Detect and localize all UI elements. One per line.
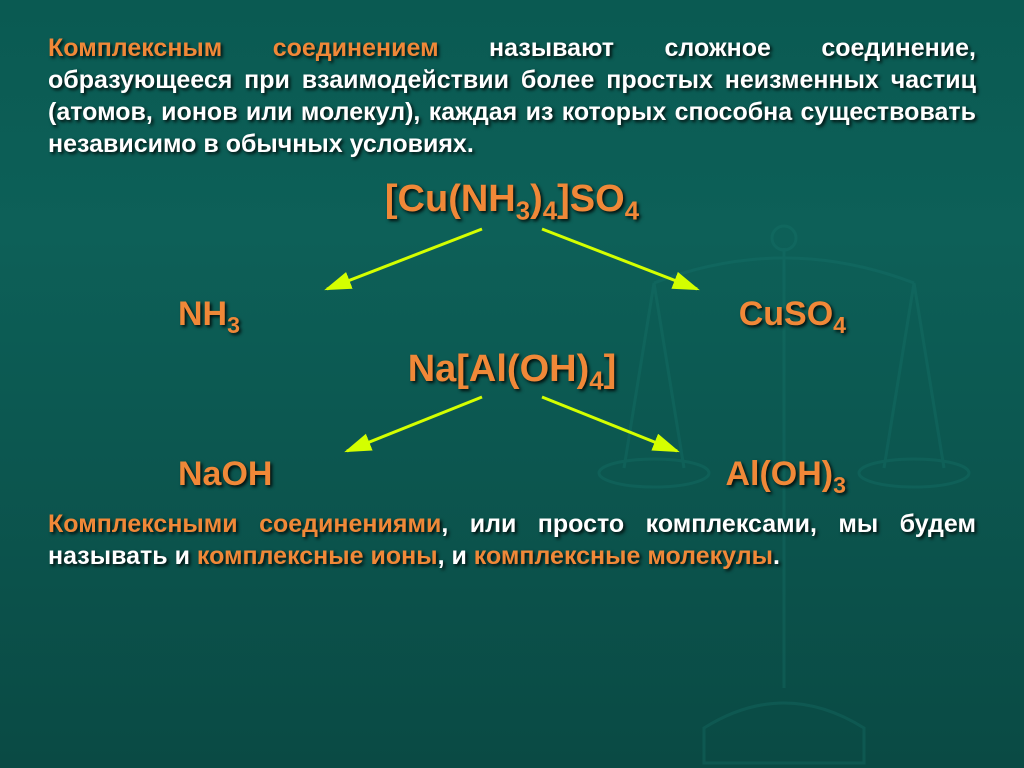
term-complex-molecules: комплексные молекулы bbox=[474, 542, 773, 570]
summary-mid2: , и bbox=[438, 542, 474, 570]
summary-end: . bbox=[773, 542, 780, 570]
formula-al-oh3: Al(OH)3 bbox=[725, 455, 846, 494]
summary-paragraph: Комплексными соединениями, или просто ко… bbox=[48, 508, 976, 572]
diagram-2: Na[Al(OH)4] NaOH Al(OH)3 bbox=[48, 348, 976, 494]
diagram-1: [Cu(NH3)4]SO4 NH3 CuSO4 bbox=[48, 178, 976, 334]
arrows-diagram-2 bbox=[232, 391, 792, 459]
formula-naoh: NaOH bbox=[178, 455, 272, 494]
term-complex-compounds-2: Комплексными соединениями bbox=[48, 510, 441, 538]
term-complex-ions: комплексные ионы bbox=[197, 542, 438, 570]
term-complex-compound: Комплексным соединением bbox=[48, 34, 439, 62]
formula-na-al-oh: Na[Al(OH)4] bbox=[408, 348, 617, 391]
arrows-diagram-1 bbox=[232, 221, 792, 299]
formula-cuso4: CuSO4 bbox=[739, 295, 846, 334]
formula-nh3: NH3 bbox=[178, 295, 240, 334]
formula-cu-nh3-so4: [Cu(NH3)4]SO4 bbox=[385, 178, 639, 221]
definition-paragraph: Комплексным соединением называют сложное… bbox=[48, 32, 976, 160]
slide-content: Комплексным соединением называют сложное… bbox=[48, 32, 976, 572]
